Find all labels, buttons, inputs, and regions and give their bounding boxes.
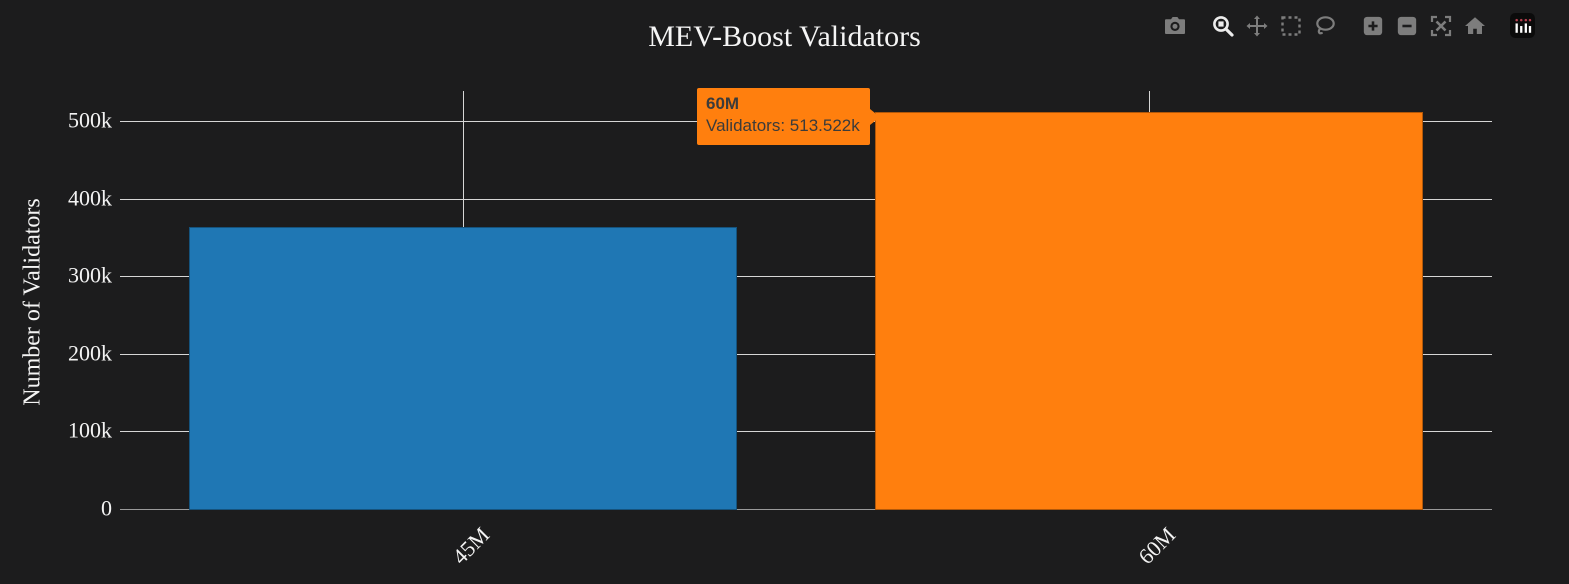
zoom-in-button[interactable] <box>1360 13 1385 38</box>
tooltip-value-label: Validators: 513.522k <box>706 116 860 136</box>
y-gridline-100k <box>120 431 1492 433</box>
home-icon <box>1464 16 1485 34</box>
plot-area[interactable]: 45M 60M <box>120 91 1492 569</box>
y-gridline-400k <box>120 198 1492 200</box>
y-tick-label-200k: 200k <box>68 340 112 366</box>
plotly-logo-button[interactable] <box>1510 13 1535 38</box>
y-gridline-0 <box>120 509 1492 510</box>
y-gridline-300k <box>120 276 1492 278</box>
zoom-tool-button[interactable] <box>1210 13 1235 38</box>
hover-tooltip: 60M Validators: 513.522k <box>697 88 880 145</box>
zoom-out-button[interactable] <box>1394 13 1419 38</box>
y-tick-label-300k: 300k <box>68 262 112 288</box>
pan-arrows-icon <box>1246 15 1267 36</box>
chart-title: MEV-Boost Validators <box>648 20 921 53</box>
tooltip-category-label: 60M <box>706 94 740 113</box>
pan-tool-button[interactable] <box>1244 13 1269 38</box>
download-plot-button[interactable] <box>1162 13 1187 38</box>
box-select-icon <box>1280 15 1301 36</box>
y-tick-label-0: 0 <box>101 495 112 521</box>
bar-60M[interactable] <box>874 111 1424 510</box>
autoscale-icon <box>1430 15 1451 36</box>
lasso-icon <box>1315 15 1335 34</box>
bar-45M[interactable] <box>188 226 738 510</box>
reset-axes-button[interactable] <box>1462 13 1487 38</box>
y-gridline-200k <box>120 353 1492 355</box>
y-axis-labels: 0 100k 200k 300k 400k 500k <box>0 91 120 521</box>
zoom-out-icon <box>1397 16 1416 35</box>
lasso-select-button[interactable] <box>1312 13 1337 38</box>
x-tick-label-45M: 45M <box>447 522 495 570</box>
modebar <box>1162 13 1535 38</box>
y-tick-label-400k: 400k <box>68 185 112 211</box>
autoscale-button[interactable] <box>1428 13 1453 38</box>
zoom-in-icon <box>1363 16 1382 35</box>
zoom-magnifier-icon <box>1212 15 1234 37</box>
y-tick-label-500k: 500k <box>68 107 112 133</box>
x-tick-label-60M: 60M <box>1133 522 1181 570</box>
y-tick-label-100k: 100k <box>68 418 112 444</box>
box-select-button[interactable] <box>1278 13 1303 38</box>
camera-icon <box>1164 16 1185 34</box>
plotly-logo-icon <box>1510 13 1535 38</box>
